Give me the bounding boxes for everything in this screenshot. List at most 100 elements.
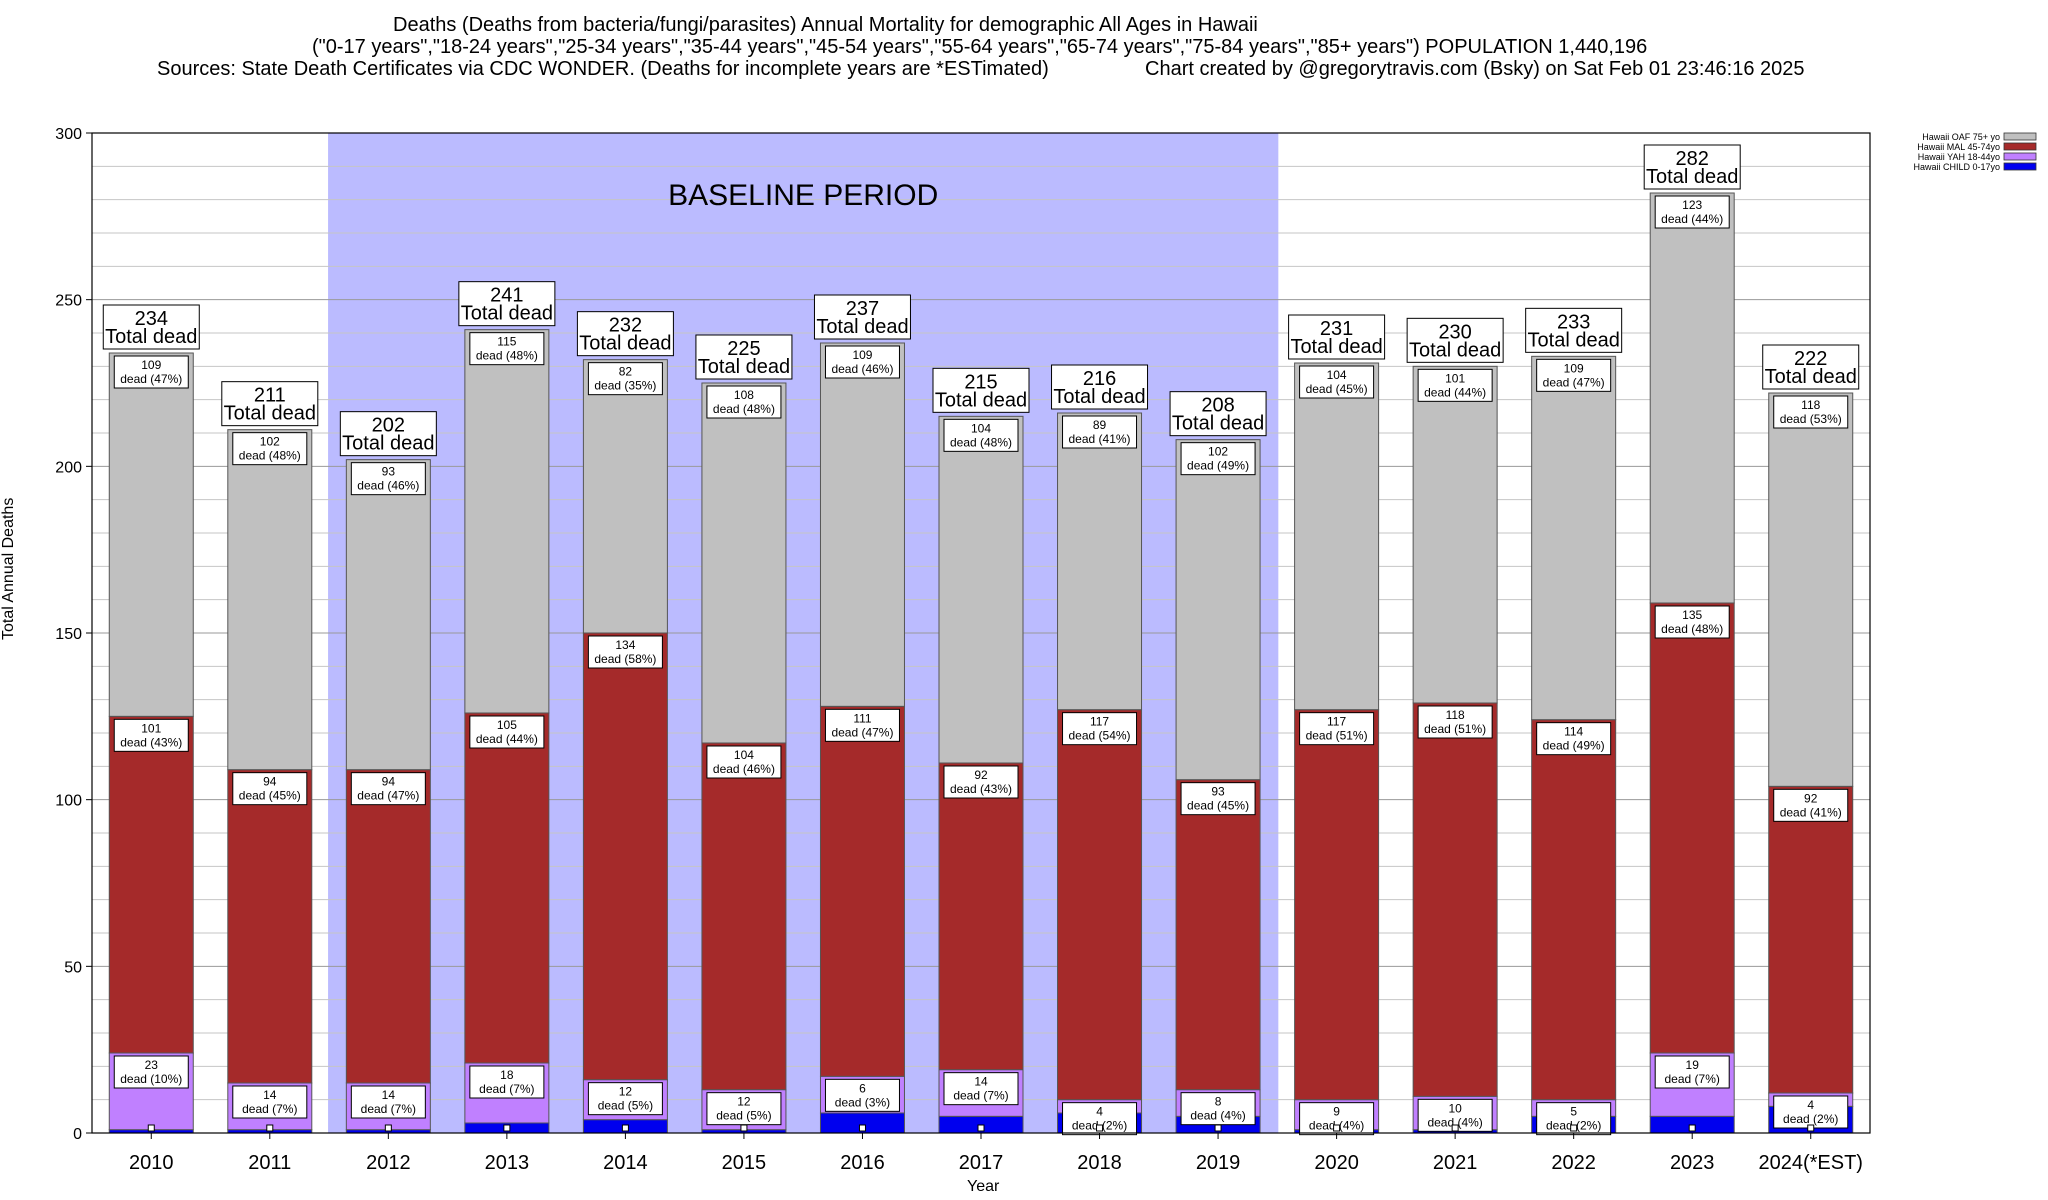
x-tick-label: 2019	[1196, 1152, 1241, 1174]
plot-frame	[91, 132, 1871, 1134]
segment-value-label: 93	[1211, 785, 1225, 799]
segment-value-label: 4	[1096, 1105, 1103, 1119]
bar-segment	[1412, 702, 1498, 1097]
segment-value-label: 9	[1333, 1105, 1340, 1119]
chart-credit: Chart created by @gregorytravis.com (Bsk…	[1145, 58, 1805, 80]
segment-label-box	[469, 332, 545, 366]
segment-value-label: 5	[1570, 1105, 1577, 1119]
child-marker	[1214, 1124, 1222, 1132]
total-value-label: 211	[254, 385, 286, 407]
segment-percent-label: dead (35%)	[594, 379, 656, 393]
legend-label: Hawaii OAF 75+ yo	[1922, 132, 2000, 142]
legend-swatch	[2003, 132, 2037, 141]
bar-segment	[108, 715, 194, 1054]
segment-label-box	[1299, 365, 1375, 399]
bar-segment	[582, 632, 668, 1081]
total-caption-label: Total dead	[1053, 386, 1145, 408]
segment-value-label: 102	[1208, 445, 1228, 459]
segment-percent-label: dead (4%)	[1427, 1115, 1482, 1129]
chart-title: Deaths (Deaths from bacteria/fungi/paras…	[393, 14, 1258, 36]
segment-value-label: 14	[263, 1088, 277, 1102]
segment-value-label: 19	[1686, 1058, 1700, 1072]
segment-value-label: 93	[382, 465, 396, 479]
segment-label-box	[1180, 782, 1256, 816]
segment-value-label: 10	[1448, 1101, 1462, 1115]
bar-segment	[1175, 439, 1261, 781]
total-caption-label: Total dead	[816, 316, 908, 338]
segment-percent-label: dead (46%)	[831, 362, 893, 376]
total-value-label: 233	[1557, 311, 1590, 333]
bar-segment	[227, 769, 313, 1084]
segment-percent-label: dead (44%)	[476, 732, 538, 746]
segment-label-box	[943, 1072, 1019, 1106]
bar-segment	[582, 359, 668, 634]
total-caption-label: Total dead	[935, 389, 1027, 411]
segment-percent-label: dead (48%)	[950, 435, 1012, 449]
segment-label-box	[350, 772, 426, 806]
x-tick-label: 2010	[129, 1152, 174, 1174]
segment-value-label: 12	[619, 1085, 633, 1099]
segment-value-label: 115	[497, 335, 516, 349]
total-caption-label: Total dead	[461, 303, 553, 325]
total-label-box	[1525, 307, 1623, 353]
total-caption-label: Total dead	[698, 356, 790, 378]
segment-percent-label: dead (7%)	[953, 1089, 1008, 1103]
segment-percent-label: dead (3%)	[835, 1095, 890, 1109]
bar-segment	[464, 712, 550, 1064]
segment-value-label: 102	[260, 435, 280, 449]
segment-label-box	[232, 432, 308, 466]
bar-segment	[938, 415, 1024, 764]
segment-percent-label: dead (10%)	[120, 1072, 182, 1086]
segment-percent-label: dead (5%)	[598, 1099, 653, 1113]
total-value-label: 225	[727, 338, 760, 360]
segment-value-label: 123	[1682, 198, 1702, 212]
segment-percent-label: dead (46%)	[713, 762, 775, 776]
segment-value-label: 118	[1446, 708, 1465, 722]
segment-label-box	[113, 355, 189, 389]
total-caption-label: Total dead	[1172, 413, 1264, 435]
total-label-box	[1762, 344, 1860, 390]
total-label-box	[932, 367, 1030, 413]
total-caption-label: Total dead	[579, 333, 671, 355]
child-marker	[1333, 1124, 1341, 1132]
segment-percent-label: dead (49%)	[1187, 459, 1249, 473]
segment-value-label: 109	[141, 358, 161, 372]
bar-segment	[1768, 785, 1854, 1094]
segment-label-box	[1654, 1055, 1730, 1089]
segment-label-box	[1773, 395, 1849, 429]
segment-percent-label: dead (7%)	[242, 1102, 297, 1116]
bar-segment	[701, 742, 787, 1091]
child-marker	[266, 1124, 274, 1132]
segment-label-box	[1417, 368, 1493, 402]
baseline-period-label: BASELINE PERIOD	[668, 179, 938, 212]
segment-value-label: 92	[974, 768, 988, 782]
segment-value-label: 94	[263, 775, 277, 789]
y-tick-label: 150	[55, 626, 82, 643]
segment-label-box	[1417, 705, 1493, 739]
y-tick-label: 100	[55, 793, 82, 810]
y-tick-label: 50	[64, 959, 82, 976]
y-tick-label: 200	[55, 459, 82, 476]
legend-label: Hawaii YAH 18-44yo	[1918, 152, 2000, 162]
x-tick-label: 2024(*EST)	[1758, 1152, 1863, 1174]
total-label-box	[1406, 317, 1504, 363]
bar-segment	[1412, 365, 1498, 704]
segment-label-box	[1654, 605, 1730, 639]
segment-label-box	[1299, 712, 1375, 746]
segment-label-box	[1536, 358, 1612, 392]
bar-segment	[1531, 355, 1617, 721]
segment-label-box	[824, 1078, 900, 1112]
segment-percent-label: dead (47%)	[831, 725, 893, 739]
segment-percent-label: dead (7%)	[361, 1102, 416, 1116]
segment-value-label: 6	[859, 1081, 866, 1095]
segment-percent-label: dead (7%)	[1665, 1072, 1720, 1086]
segment-value-label: 4	[1807, 1098, 1814, 1112]
child-marker	[1451, 1124, 1459, 1132]
segment-value-label: 18	[500, 1068, 514, 1082]
segment-label-box	[1180, 1092, 1256, 1126]
child-marker	[740, 1124, 748, 1132]
legend-swatch	[2003, 162, 2037, 171]
segment-value-label: 12	[737, 1095, 751, 1109]
total-value-label: 215	[964, 371, 997, 393]
segment-value-label: 101	[141, 721, 161, 735]
